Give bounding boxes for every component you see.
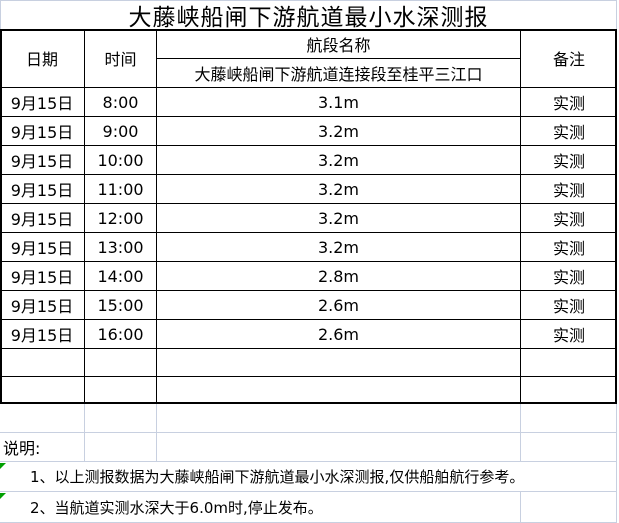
depth-cell: 3.2m (157, 204, 521, 233)
empty-cell (157, 433, 521, 462)
cell-error-indicator-icon (0, 493, 6, 499)
time-cell: 11:00 (85, 175, 157, 204)
depth-cell: 3.2m (157, 175, 521, 204)
remark-cell: 实测 (521, 117, 617, 146)
date-header-cell: 日期 (0, 29, 85, 88)
gridline (520, 492, 521, 522)
date-cell: 9月15日 (0, 320, 85, 349)
note-item-2: 2、当航道实测水深大于6.0m时,停止发布。 (30, 498, 323, 517)
remark-cell: 实测 (521, 262, 617, 291)
remark-cell: 实测 (521, 204, 617, 233)
empty-grid-row (0, 404, 617, 433)
notes-label-row: 说明: (0, 433, 617, 462)
remark-cell: 实测 (521, 233, 617, 262)
empty-cell (157, 404, 521, 433)
section-name-header-cell: 大藤峡船闸下游航道连接段至桂平三江口 (157, 59, 521, 88)
date-cell: 9月15日 (0, 204, 85, 233)
note-row-1: 1、以上测报数据为大藤峡船闸下游航道最小水深测报,仅供船舶航行参考。 (0, 462, 617, 492)
report-title: 大藤峡船闸下游航道最小水深测报 (128, 5, 489, 31)
date-cell: 9月15日 (0, 146, 85, 175)
time-cell: 16:00 (85, 320, 157, 349)
remark-cell: 实测 (521, 175, 617, 204)
empty-cell (521, 433, 617, 462)
time-cell: 10:00 (85, 146, 157, 175)
empty-cell (85, 349, 157, 377)
empty-cell (157, 349, 521, 377)
note-item-1: 1、以上测报数据为大藤峡船闸下游航道最小水深测报,仅供船舶航行参考。 (30, 468, 525, 486)
title-row: 大藤峡船闸下游航道最小水深测报 (0, 0, 617, 31)
date-cell: 9月15日 (0, 233, 85, 262)
depth-cell: 3.2m (157, 117, 521, 146)
time-cell: 9:00 (85, 117, 157, 146)
remark-cell: 实测 (521, 291, 617, 320)
remark-cell: 实测 (521, 146, 617, 175)
depth-cell: 3.2m (157, 146, 521, 175)
empty-cell (521, 404, 617, 433)
remark-header-cell: 备注 (521, 29, 617, 88)
depth-cell: 3.2m (157, 233, 521, 262)
date-cell: 9月15日 (0, 291, 85, 320)
time-cell: 13:00 (85, 233, 157, 262)
empty-cell (521, 377, 617, 404)
time-cell: 14:00 (85, 262, 157, 291)
empty-cell (521, 349, 617, 377)
depth-cell: 2.6m (157, 291, 521, 320)
date-cell: 9月15日 (0, 117, 85, 146)
date-cell: 9月15日 (0, 88, 85, 117)
section-group-header-cell: 航段名称 (157, 29, 521, 59)
date-cell: 9月15日 (0, 262, 85, 291)
depth-cell: 2.8m (157, 262, 521, 291)
note-row-2: 2、当航道实测水深大于6.0m时,停止发布。 (0, 492, 617, 523)
depth-cell: 2.6m (157, 320, 521, 349)
cell-error-indicator-icon (0, 463, 6, 469)
empty-cell (0, 404, 85, 433)
notes-label: 说明: (0, 433, 85, 462)
time-cell: 15:00 (85, 291, 157, 320)
empty-cell (0, 377, 85, 404)
water-depth-table: 日期 时间 航段名称 备注 大藤峡船闸下游航道连接段至桂平三江口 9月15日 8… (0, 29, 617, 404)
time-cell: 8:00 (85, 88, 157, 117)
time-header-cell: 时间 (85, 29, 157, 88)
empty-cell (85, 377, 157, 404)
empty-cell (0, 349, 85, 377)
empty-cell (85, 433, 157, 462)
remark-cell: 实测 (521, 88, 617, 117)
date-cell: 9月15日 (0, 175, 85, 204)
remark-cell: 实测 (521, 320, 617, 349)
time-cell: 12:00 (85, 204, 157, 233)
depth-cell: 3.1m (157, 88, 521, 117)
empty-cell (85, 404, 157, 433)
empty-cell (157, 377, 521, 404)
